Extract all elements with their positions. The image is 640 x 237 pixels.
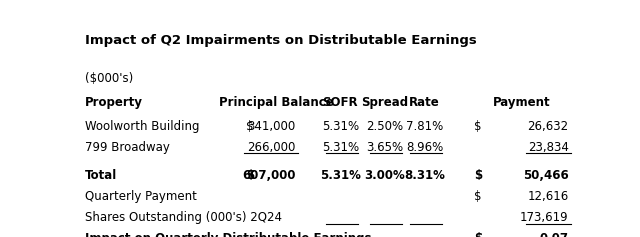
Text: 26,632: 26,632 — [527, 120, 568, 133]
Text: Rate: Rate — [410, 96, 440, 109]
Text: 12,616: 12,616 — [527, 190, 568, 203]
Text: Quarterly Payment: Quarterly Payment — [85, 190, 197, 203]
Text: $: $ — [474, 120, 482, 133]
Text: 5.31%: 5.31% — [320, 169, 361, 182]
Text: 8.31%: 8.31% — [404, 169, 445, 182]
Text: 0.07: 0.07 — [540, 232, 568, 237]
Text: 7.81%: 7.81% — [406, 120, 444, 133]
Text: 266,000: 266,000 — [248, 141, 296, 154]
Text: 23,834: 23,834 — [528, 141, 568, 154]
Text: $: $ — [474, 169, 483, 182]
Text: 607,000: 607,000 — [243, 169, 296, 182]
Text: Spread: Spread — [362, 96, 408, 109]
Text: Impact on Quarterly Distributable Earnings: Impact on Quarterly Distributable Earnin… — [85, 232, 371, 237]
Text: Shares Outstanding (000's) 2Q24: Shares Outstanding (000's) 2Q24 — [85, 211, 282, 224]
Text: 8.96%: 8.96% — [406, 141, 444, 154]
Text: 3.00%: 3.00% — [365, 169, 405, 182]
Text: Principal Balance: Principal Balance — [218, 96, 333, 109]
Text: 341,000: 341,000 — [248, 120, 296, 133]
Text: 50,466: 50,466 — [523, 169, 568, 182]
Text: ($000's): ($000's) — [85, 72, 133, 85]
Text: $: $ — [246, 169, 254, 182]
Text: 173,619: 173,619 — [520, 211, 568, 224]
Text: Impact of Q2 Impairments on Distributable Earnings: Impact of Q2 Impairments on Distributabl… — [85, 34, 477, 47]
Text: 5.31%: 5.31% — [322, 141, 359, 154]
Text: SOFR: SOFR — [323, 96, 358, 109]
Text: $: $ — [474, 190, 482, 203]
Text: $: $ — [474, 232, 483, 237]
Text: $: $ — [246, 120, 253, 133]
Text: Woolworth Building: Woolworth Building — [85, 120, 200, 133]
Text: 3.65%: 3.65% — [367, 141, 404, 154]
Text: 799 Broadway: 799 Broadway — [85, 141, 170, 154]
Text: Property: Property — [85, 96, 143, 109]
Text: Total: Total — [85, 169, 117, 182]
Text: 2.50%: 2.50% — [367, 120, 404, 133]
Text: Payment: Payment — [493, 96, 550, 109]
Text: 5.31%: 5.31% — [322, 120, 359, 133]
